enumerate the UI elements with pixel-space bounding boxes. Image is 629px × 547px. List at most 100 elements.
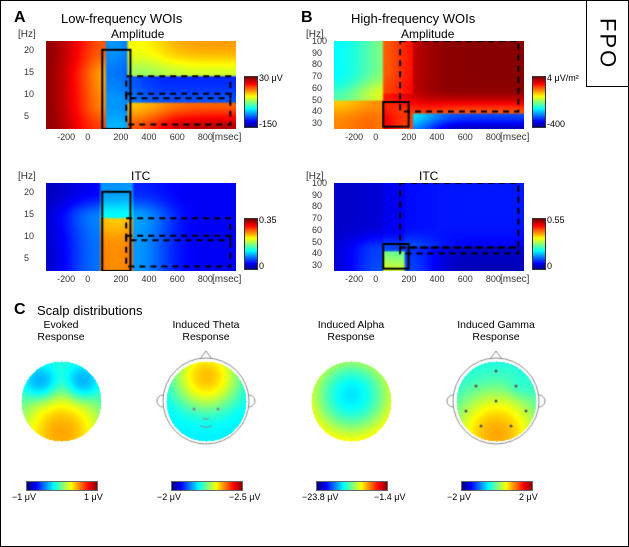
panel-a-amp-xlabel: [msec] (212, 132, 241, 143)
panel-b-itc-xtick: 800 (486, 274, 501, 284)
panel-b-amp-xtick: 400 (430, 132, 445, 142)
panel-c-label: C (14, 301, 26, 319)
panel-a-itc-xtick: 0 (85, 274, 90, 284)
scalp-map-0 (9, 349, 113, 453)
panel-a-itc-xtick: 400 (142, 274, 157, 284)
panel-b-amp-ytick: 70 (312, 71, 322, 81)
scalp-colorbar-2 (316, 481, 388, 491)
scalp-cb-max-3: 2 μV (519, 492, 538, 502)
panel-b-itc-xtick: 0 (373, 274, 378, 284)
scalp-cb-min-2: −23.8 μV (302, 492, 338, 502)
panel-b-itc-ytick: 30 (312, 260, 322, 270)
panel-b-amp-xtick: 600 (458, 132, 473, 142)
panel-a-itc-ytick: 5 (24, 253, 29, 263)
panel-a-itc-ytick: 20 (24, 187, 34, 197)
panel-b-amp-xtick: 0 (373, 132, 378, 142)
panel-a-amp-title: Amplitude (111, 27, 164, 41)
panel-b-label: B (301, 9, 313, 27)
panel-a-amp-ytick: 15 (24, 67, 34, 77)
scalp-cb-min-0: −1 μV (12, 492, 36, 502)
panel-b-itc-colorbar (532, 218, 546, 270)
panel-a-amp-xtick: 200 (113, 132, 128, 142)
panel-b-itc-title: ITC (419, 169, 438, 183)
scalp-cb-max-0: 1 μV (84, 492, 103, 502)
panel-a-amp-colorbar (244, 76, 258, 128)
panel-b-itc-xtick: 400 (430, 274, 445, 284)
scalp-colorbar-0 (26, 481, 98, 491)
panel-a-itc-colorbar (244, 218, 258, 270)
panel-b-amp-ytick: 100 (312, 36, 327, 46)
panel-a-itc-xtick: -200 (57, 274, 75, 284)
fpo-label: FPO (595, 18, 621, 69)
panel-b-amp-xtick: 200 (401, 132, 416, 142)
panel-b-amp-ytick: 80 (312, 59, 322, 69)
panel-a-amp-ylabel: [Hz] (18, 29, 36, 40)
scalp-cb-max-2: −1.4 μV (374, 492, 405, 502)
panel-b-amp-cb-max: 4 μV/m² (547, 73, 579, 83)
scalp-cb-min-3: −2 μV (447, 492, 471, 502)
panel-a-itc-title: ITC (131, 169, 150, 183)
panel-a-itc-heatmap (46, 183, 236, 271)
panel-a-itc-ylabel: [Hz] (18, 171, 36, 182)
panel-a-itc-ytick: 15 (24, 209, 34, 219)
panel-b-itc-ytick: 80 (312, 201, 322, 211)
panel-b-title: High-frequency WOIs (351, 11, 475, 26)
panel-b-amp-xtick: 800 (486, 132, 501, 142)
panel-b-itc-cb-max: 0.55 (547, 215, 565, 225)
scalp-title-2: Induced AlphaResponse (301, 319, 401, 343)
scalp-map-3 (444, 349, 548, 453)
panel-b-itc-ytick: 40 (312, 248, 322, 258)
panel-a-itc-ytick: 10 (24, 231, 34, 241)
panel-a-amp-xtick: 0 (85, 132, 90, 142)
panel-a-amp-xtick: 800 (198, 132, 213, 142)
panel-b-amp-xlabel: [msec] (500, 132, 529, 143)
scalp-title-1: Induced ThetaResponse (156, 319, 256, 343)
panel-b-amp-colorbar (532, 76, 546, 128)
panel-b-itc-heatmap (334, 183, 524, 271)
scalp-map-2 (299, 349, 403, 453)
panel-b-itc-xtick: -200 (345, 274, 363, 284)
panel-a-amp-heatmap (46, 41, 236, 129)
panel-b-itc-ytick: 70 (312, 213, 322, 223)
scalp-colorbar-1 (171, 481, 243, 491)
panel-b-itc-ytick: 90 (312, 190, 322, 200)
panel-a-amp-ytick: 20 (24, 45, 34, 55)
figure-frame: FPO A Low-frequency WOIs Amplitude ITC B… (0, 0, 629, 547)
panel-a-itc-cb-max: 0.35 (259, 215, 277, 225)
panel-b-amp-ytick: 40 (312, 106, 322, 116)
panel-b-amp-ytick: 90 (312, 48, 322, 58)
panel-b-itc-xtick: 200 (401, 274, 416, 284)
panel-b-itc-ytick: 100 (312, 178, 327, 188)
panel-b-amp-cb-min: -400 (547, 119, 565, 129)
panel-b-amp-ytick: 60 (312, 83, 322, 93)
panel-b-itc-ytick: 50 (312, 237, 322, 247)
panel-b-itc-cb-min: 0 (547, 261, 552, 271)
scalp-cb-max-1: −2.5 μV (229, 492, 260, 502)
panel-b-amp-xtick: -200 (345, 132, 363, 142)
panel-a-amp-ytick: 10 (24, 89, 34, 99)
panel-a-itc-xlabel: [msec] (212, 274, 241, 285)
panel-a-amp-xtick: -200 (57, 132, 75, 142)
panel-a-title: Low-frequency WOIs (61, 11, 182, 26)
panel-a-amp-cb-min: -150 (259, 119, 277, 129)
panel-a-itc-xtick: 800 (198, 274, 213, 284)
panel-b-itc-xtick: 600 (458, 274, 473, 284)
panel-c-title: Scalp distributions (37, 303, 143, 318)
scalp-colorbar-3 (461, 481, 533, 491)
panel-a-itc-xtick: 200 (113, 274, 128, 284)
panel-b-amp-ytick: 50 (312, 95, 322, 105)
scalp-map-1 (154, 349, 258, 453)
panel-a-amp-cb-max: 30 μV (259, 73, 283, 83)
panel-a-itc-cb-min: 0 (259, 261, 264, 271)
panel-a-amp-xtick: 600 (170, 132, 185, 142)
panel-a-itc-xtick: 600 (170, 274, 185, 284)
panel-b-itc-ytick: 60 (312, 225, 322, 235)
panel-a-amp-xtick: 400 (142, 132, 157, 142)
scalp-title-3: Induced GammaResponse (446, 319, 546, 343)
panel-b-itc-xlabel: [msec] (500, 274, 529, 285)
panel-a-amp-ytick: 5 (24, 111, 29, 121)
panel-b-amp-title: Amplitude (401, 27, 454, 41)
panel-b-amp-heatmap (334, 41, 524, 129)
fpo-box: FPO (586, 1, 628, 87)
scalp-cb-min-1: −2 μV (157, 492, 181, 502)
